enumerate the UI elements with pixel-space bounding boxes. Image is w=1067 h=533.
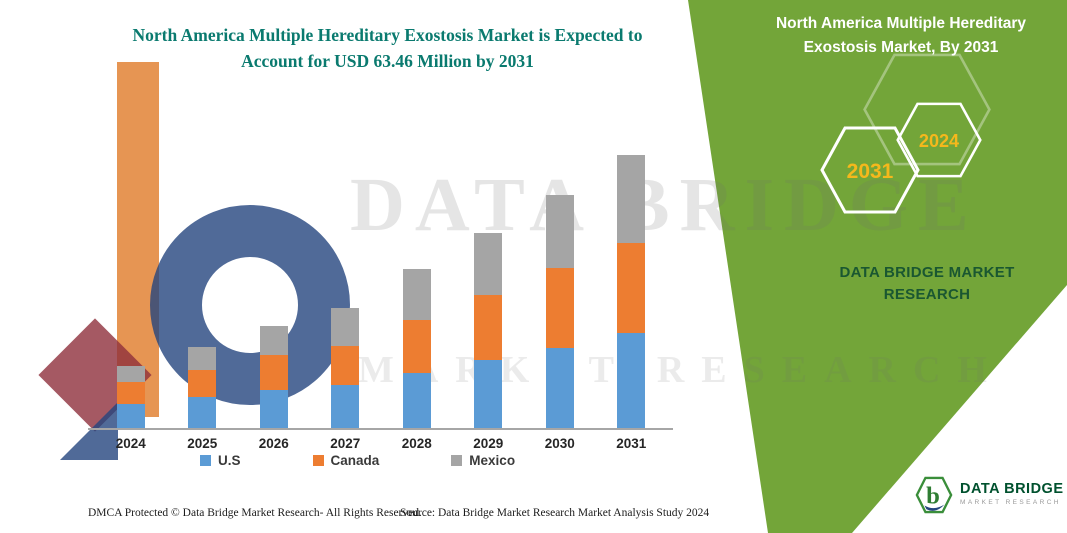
bar-segment-mexico bbox=[331, 307, 360, 347]
brand-logo: b DATA BRIDGE MARKET RESEARCH bbox=[915, 476, 1064, 514]
brand-logo-name: DATA BRIDGE bbox=[960, 481, 1064, 497]
footer-source-text: Source: Data Bridge Market Research Mark… bbox=[400, 507, 710, 519]
legend-swatch-icon bbox=[312, 455, 324, 466]
year-badge-2031: 2031 bbox=[820, 126, 920, 214]
bar-segment-us bbox=[474, 359, 503, 428]
stacked-bar bbox=[617, 154, 646, 428]
stacked-bar bbox=[331, 307, 360, 428]
data-bridge-logo-icon: b bbox=[915, 476, 953, 514]
year-badge-2024: 2024 bbox=[896, 102, 982, 178]
legend-label: U.S bbox=[218, 453, 241, 468]
legend-item-canada: Canada bbox=[312, 453, 380, 468]
legend-item-us: U.S bbox=[200, 453, 241, 468]
bar-segment-canada bbox=[188, 369, 217, 397]
bar-segment-canada bbox=[116, 381, 145, 404]
bar-group-2030: 2030 bbox=[545, 148, 575, 451]
stacked-bar bbox=[116, 366, 145, 428]
x-axis-label: 2024 bbox=[115, 436, 146, 451]
bar-group-2029: 2029 bbox=[473, 148, 503, 451]
x-axis-label: 2031 bbox=[616, 436, 647, 451]
panel-brand-text: DATA BRIDGE MARKET RESEARCH bbox=[839, 264, 1015, 303]
x-axis-line bbox=[88, 428, 673, 430]
bar-segment-mexico bbox=[188, 347, 217, 370]
stacked-bar bbox=[474, 232, 503, 428]
panel-title: North America Multiple Hereditary Exosto… bbox=[775, 15, 1027, 57]
svg-text:b: b bbox=[926, 483, 940, 510]
brand-logo-text: DATA BRIDGE MARKET RESEARCH bbox=[960, 476, 1064, 506]
stacked-bar bbox=[259, 326, 288, 428]
chart-title: North America Multiple Hereditary Exosto… bbox=[132, 25, 643, 72]
brand-logo-tagline: MARKET RESEARCH bbox=[960, 499, 1061, 506]
bar-group-2027: 2027 bbox=[330, 148, 360, 451]
bar-group-2025: 2025 bbox=[187, 148, 217, 451]
x-axis-label: 2027 bbox=[330, 436, 361, 451]
hexagon-outline-icon bbox=[896, 102, 982, 178]
bar-segment-canada bbox=[545, 267, 574, 348]
stacked-bar bbox=[545, 194, 574, 428]
bar-segment-us bbox=[116, 403, 145, 428]
footer-dmca-text: DMCA Protected © Data Bridge Market Rese… bbox=[88, 507, 422, 519]
bar-group-2031: 2031 bbox=[616, 148, 646, 451]
bar-segment-mexico bbox=[116, 366, 145, 382]
bar-segment-us bbox=[188, 397, 217, 428]
bar-segment-mexico bbox=[545, 194, 574, 268]
bar-segment-canada bbox=[474, 294, 503, 360]
bar-segment-us bbox=[331, 384, 360, 428]
bar-group-2028: 2028 bbox=[402, 148, 432, 451]
legend-label: Canada bbox=[330, 453, 380, 468]
legend-label: Mexico bbox=[469, 453, 516, 468]
x-axis-label: 2029 bbox=[473, 436, 504, 451]
x-axis-label: 2028 bbox=[401, 436, 432, 451]
bar-segment-us bbox=[402, 372, 431, 428]
x-axis-label: 2030 bbox=[544, 436, 575, 451]
plot-area: 2024 2025 2026 2027 2028 2029 2030 2031 bbox=[95, 148, 667, 451]
legend-swatch-icon bbox=[451, 455, 463, 466]
watermark-text-market-research: MARKET RESEARCH bbox=[358, 349, 1004, 391]
bar-segment-mexico bbox=[617, 154, 646, 243]
bar-segment-canada bbox=[331, 346, 360, 385]
bar-segment-canada bbox=[402, 319, 431, 373]
bar-group-2026: 2026 bbox=[259, 148, 289, 451]
stacked-bar bbox=[402, 268, 431, 428]
bar-group-2024: 2024 bbox=[116, 148, 146, 451]
legend-swatch-icon bbox=[200, 455, 211, 466]
chart-legend: U.S Canada Mexico bbox=[200, 453, 515, 468]
stacked-bar bbox=[188, 347, 217, 428]
x-axis-label: 2026 bbox=[258, 436, 289, 451]
bar-segment-canada bbox=[259, 355, 288, 391]
bar-segment-mexico bbox=[402, 268, 431, 320]
bar-segment-canada bbox=[617, 242, 646, 333]
year-badge-back-label: 2024 bbox=[919, 131, 959, 151]
bar-segment-mexico bbox=[259, 326, 288, 356]
x-axis-label: 2025 bbox=[187, 436, 218, 451]
bar-segment-us bbox=[545, 347, 574, 428]
hexagon-outline-icon bbox=[820, 126, 920, 214]
bar-segment-us bbox=[617, 332, 646, 428]
year-badge-front-label: 2031 bbox=[847, 160, 894, 183]
bar-segment-mexico bbox=[474, 232, 503, 295]
legend-item-mexico: Mexico bbox=[451, 453, 515, 468]
bar-segment-us bbox=[259, 390, 288, 428]
watermark-text-data-bridge: DATA BRIDGE bbox=[350, 163, 979, 247]
watermark-hexagon bbox=[863, 53, 991, 166]
